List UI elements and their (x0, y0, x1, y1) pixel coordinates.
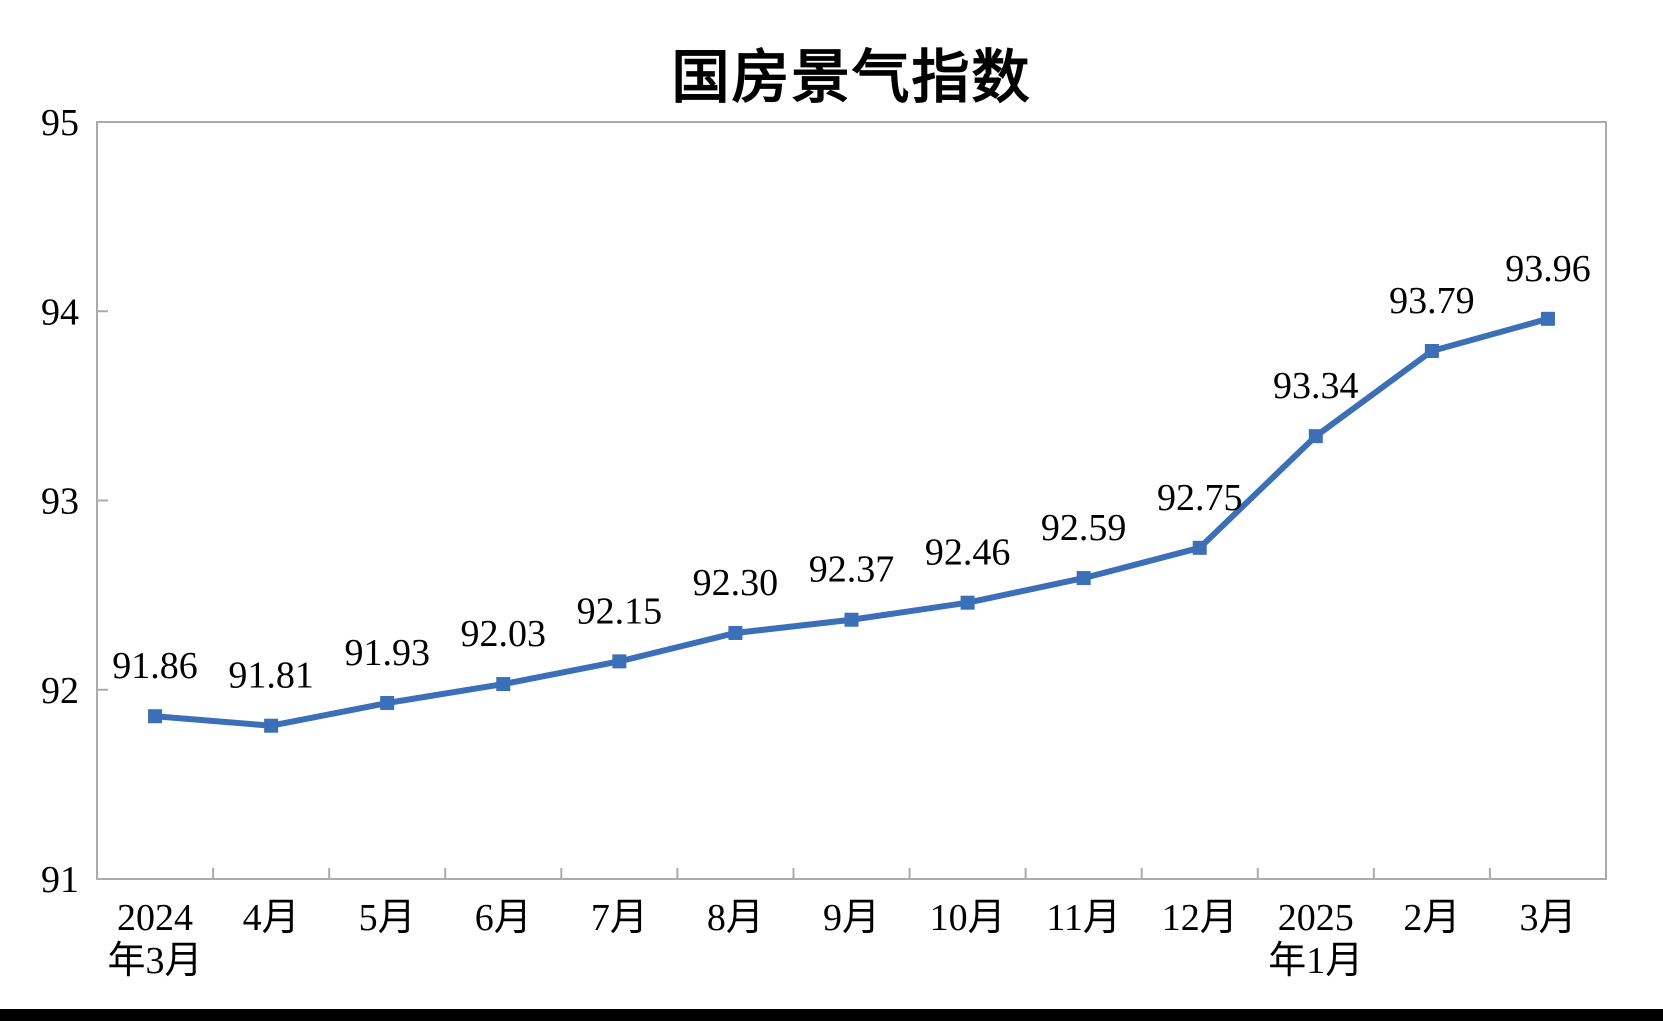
x-axis-label: 10月 (930, 897, 1006, 939)
data-point-marker (148, 709, 163, 724)
data-point-label: 91.93 (344, 632, 430, 674)
y-axis-label: 94 (41, 291, 79, 333)
y-axis-label: 93 (41, 481, 79, 523)
x-axis-label: 6月 (475, 897, 532, 939)
bottom-divider-bar (0, 1009, 1663, 1021)
data-point-marker (728, 625, 743, 640)
x-axis-label: 3月 (1519, 897, 1576, 939)
x-axis-label: 9月 (823, 897, 880, 939)
x-axis-label: 年3月 (108, 940, 203, 982)
data-point-label: 92.37 (809, 549, 895, 591)
y-axis-label: 92 (41, 670, 79, 712)
data-point-marker (1076, 571, 1091, 586)
data-point-label: 93.34 (1273, 365, 1359, 407)
data-point-marker (844, 612, 859, 627)
plot-border (96, 121, 1607, 880)
data-point-label: 91.81 (228, 655, 314, 697)
data-point-marker (496, 677, 511, 692)
x-axis-label: 7月 (591, 897, 648, 939)
data-point-label: 92.03 (461, 613, 547, 655)
data-point-label: 92.75 (1157, 477, 1243, 519)
data-point-label: 92.46 (925, 532, 1011, 574)
x-axis-label: 8月 (707, 897, 764, 939)
y-axis-label: 95 (41, 102, 79, 144)
x-axis-label: 年1月 (1268, 940, 1363, 982)
data-point-marker (612, 654, 627, 669)
x-axis-label: 2月 (1403, 897, 1460, 939)
data-point-marker (1424, 343, 1439, 358)
x-axis-label: 12月 (1162, 897, 1238, 939)
data-point-label: 93.79 (1389, 280, 1475, 322)
data-point-marker (264, 718, 279, 733)
x-axis-label: 4月 (243, 897, 300, 939)
data-point-marker (1308, 429, 1323, 444)
y-axis-label: 91 (41, 859, 79, 901)
data-point-marker (1540, 311, 1555, 326)
x-axis-label: 2025 (1278, 897, 1354, 939)
data-point-label: 91.86 (112, 645, 198, 687)
data-point-label: 92.15 (577, 590, 663, 632)
data-point-marker (960, 595, 975, 610)
data-point-label: 93.96 (1505, 248, 1591, 290)
data-point-label: 92.30 (693, 562, 779, 604)
data-point-marker (1192, 540, 1207, 555)
data-point-marker (380, 695, 395, 710)
x-axis-label: 11月 (1046, 897, 1121, 939)
chart-title: 国房景气指数 (671, 45, 1032, 110)
x-axis-label: 5月 (359, 897, 416, 939)
x-axis-label: 2024 (117, 897, 193, 939)
data-point-label: 92.59 (1041, 507, 1127, 549)
